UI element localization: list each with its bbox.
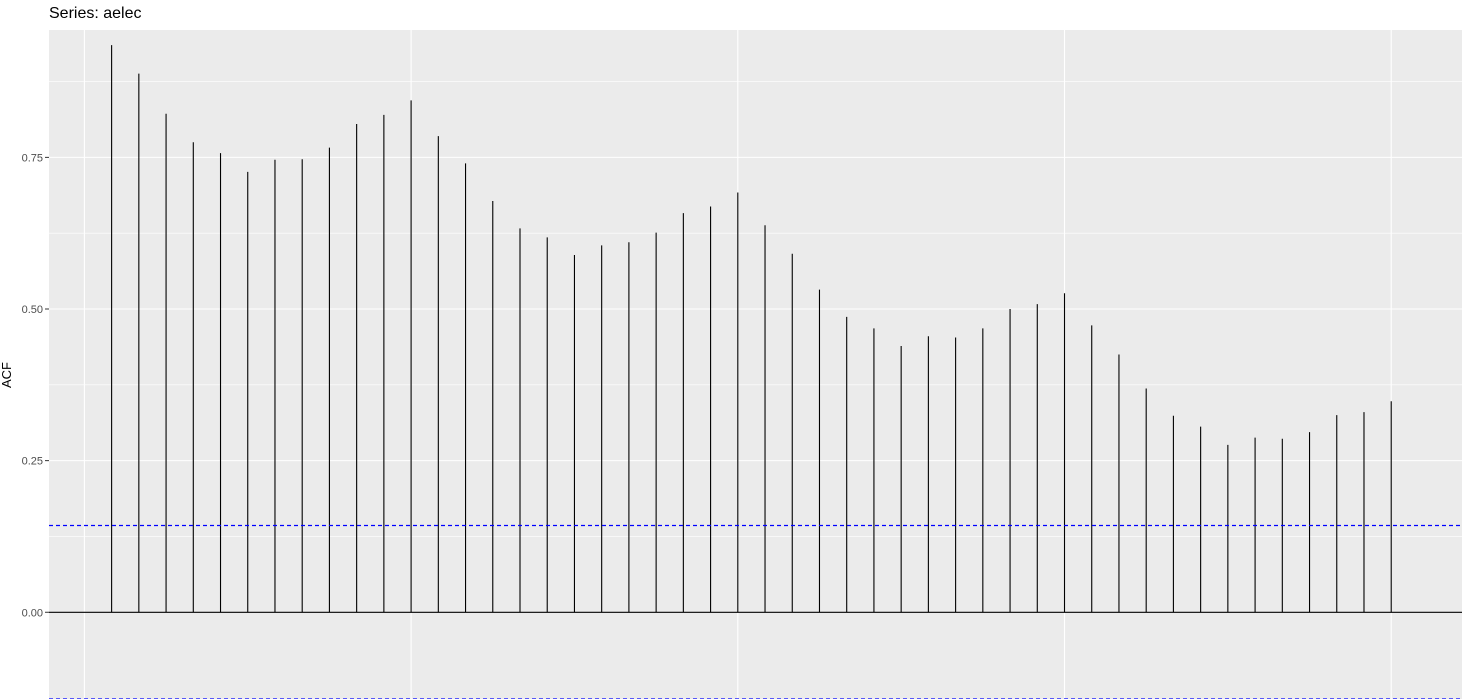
chart-title: Series: aelec (49, 5, 142, 22)
y-tick-label: 0.50 (22, 304, 43, 316)
y-axis-title: ACF (0, 362, 14, 388)
confidence-bounds (49, 524, 1462, 699)
y-tick-label: 0.25 (22, 456, 43, 468)
y-tick-label: 0.75 (22, 152, 43, 164)
y-tick-label: 0.00 (22, 607, 43, 619)
plot-panel (49, 30, 1462, 699)
acf-bars (111, 45, 1392, 613)
y-axis-ticks: 0.00 0.25 0.50 0.75 (22, 152, 49, 619)
minor-gridlines (49, 81, 1462, 537)
